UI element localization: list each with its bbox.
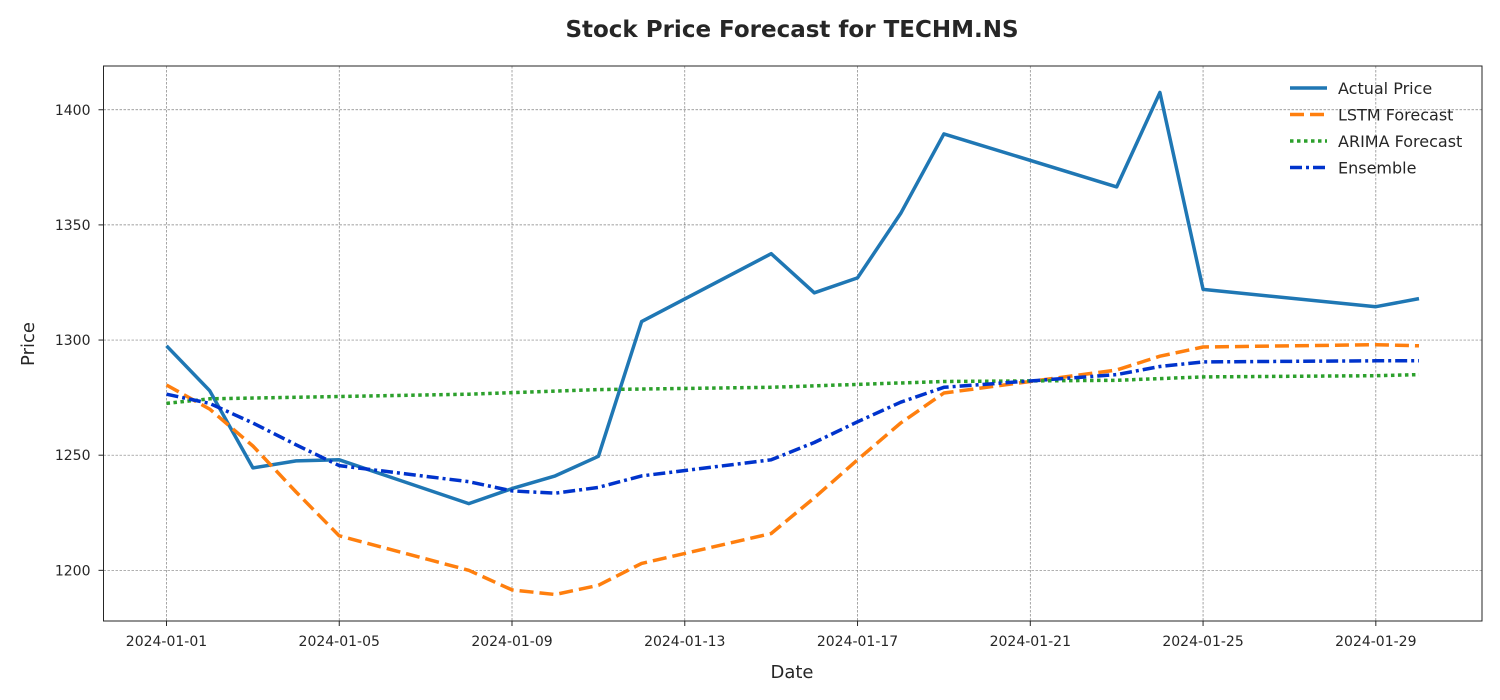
x-tick-label: 2024-01-01 (126, 634, 207, 650)
series-line-ensemble (166, 359, 1419, 495)
y-axis-ticks: 1200 1250 1300 1350 1400 (55, 103, 104, 579)
x-axis-label: Date (770, 662, 813, 683)
y-tick-label: 1300 (55, 333, 91, 349)
series-line-arima-forecast (166, 372, 1420, 406)
x-tick-label: 2024-01-17 (817, 634, 898, 650)
y-tick-label: 1250 (55, 448, 91, 464)
legend-label: ARIMA Forecast (1338, 132, 1462, 151)
y-tick-label: 1350 (55, 218, 91, 234)
chart-title: Stock Price Forecast for TECHM.NS (565, 17, 1018, 43)
x-tick-label: 2024-01-29 (1335, 634, 1416, 650)
series-layer (165, 90, 1420, 597)
x-axis-ticks: 2024-01-01 2024-01-05 2024-01-09 2024-01-13… (126, 621, 1417, 650)
y-tick-label: 1400 (55, 103, 91, 119)
y-axis-label: Price (18, 322, 39, 366)
x-tick-label: 2024-01-05 (299, 634, 380, 650)
series-line-actual-price (165, 90, 1420, 506)
legend-label: Ensemble (1338, 159, 1416, 178)
legend-label: Actual Price (1338, 79, 1432, 98)
plot-frame (103, 65, 1483, 622)
x-tick-label: 2024-01-09 (471, 634, 552, 650)
legend: Actual Price LSTM Forecast ARIMA Forecast E… (1290, 79, 1462, 178)
series-line-lstm-forecast (165, 342, 1420, 597)
x-tick-label: 2024-01-21 (990, 634, 1071, 650)
grid (103, 66, 1482, 621)
x-tick-label: 2024-01-25 (1162, 634, 1243, 650)
y-tick-label: 1200 (55, 563, 91, 579)
legend-label: LSTM Forecast (1338, 106, 1453, 125)
x-tick-label: 2024-01-13 (644, 634, 725, 650)
